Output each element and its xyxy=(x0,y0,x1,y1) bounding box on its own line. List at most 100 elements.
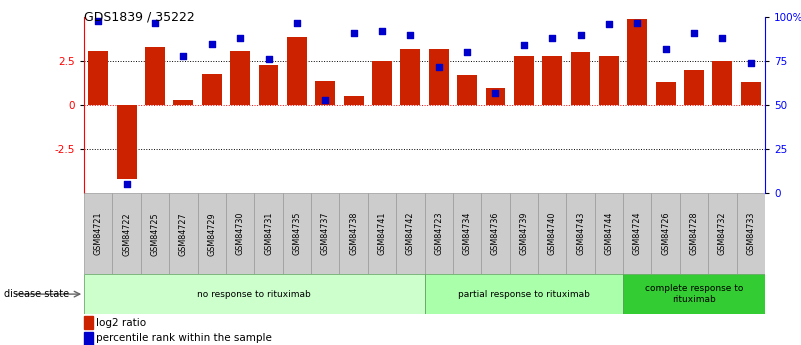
Text: GSM84732: GSM84732 xyxy=(718,212,727,256)
Bar xyxy=(396,193,425,274)
Point xyxy=(262,57,275,62)
Bar xyxy=(594,193,623,274)
Text: GSM84736: GSM84736 xyxy=(491,212,500,255)
Bar xyxy=(198,193,226,274)
Bar xyxy=(84,316,93,329)
Text: GSM84742: GSM84742 xyxy=(406,212,415,256)
Bar xyxy=(429,49,449,105)
Point xyxy=(489,90,502,96)
Text: GSM84722: GSM84722 xyxy=(123,212,131,256)
Bar xyxy=(145,47,165,105)
Bar xyxy=(316,81,335,105)
Bar xyxy=(741,82,761,105)
Bar xyxy=(84,193,112,274)
Text: GSM84741: GSM84741 xyxy=(377,212,386,255)
Bar xyxy=(599,56,619,105)
Bar xyxy=(117,105,137,179)
Text: GSM84734: GSM84734 xyxy=(463,212,472,255)
Bar xyxy=(737,193,765,274)
Bar xyxy=(84,332,93,345)
Bar xyxy=(425,193,453,274)
Bar xyxy=(542,56,562,105)
Point xyxy=(461,50,473,55)
Point xyxy=(92,18,105,23)
Point xyxy=(602,21,615,27)
Bar xyxy=(88,51,108,105)
Bar xyxy=(311,193,340,274)
Point xyxy=(433,64,445,69)
Text: GSM84731: GSM84731 xyxy=(264,212,273,255)
Bar xyxy=(425,274,623,314)
Bar xyxy=(514,56,533,105)
Text: percentile rank within the sample: percentile rank within the sample xyxy=(96,333,272,343)
Bar xyxy=(509,193,538,274)
Point xyxy=(347,30,360,36)
Bar xyxy=(287,37,307,105)
Text: GSM84724: GSM84724 xyxy=(633,212,642,256)
Point xyxy=(716,36,729,41)
Bar xyxy=(566,193,594,274)
Bar xyxy=(627,19,647,105)
Point xyxy=(120,181,133,187)
Bar xyxy=(684,70,704,105)
Bar xyxy=(453,193,481,274)
Text: GSM84728: GSM84728 xyxy=(690,212,698,256)
Bar xyxy=(254,193,283,274)
Point xyxy=(631,20,644,25)
Point xyxy=(574,32,587,38)
Point xyxy=(149,20,162,25)
Bar xyxy=(283,193,311,274)
Text: GSM84738: GSM84738 xyxy=(349,212,358,255)
Bar xyxy=(656,82,675,105)
Bar xyxy=(457,75,477,105)
Bar xyxy=(112,193,141,274)
Text: GSM84737: GSM84737 xyxy=(320,212,330,256)
Bar xyxy=(230,51,250,105)
Text: GSM84729: GSM84729 xyxy=(207,212,216,256)
Bar xyxy=(712,61,732,105)
Bar xyxy=(372,61,392,105)
Text: GSM84721: GSM84721 xyxy=(94,212,103,256)
Point xyxy=(205,41,218,47)
Text: GSM84740: GSM84740 xyxy=(548,212,557,255)
Point xyxy=(659,46,672,52)
Point xyxy=(291,20,304,25)
Text: GDS1839 / 35222: GDS1839 / 35222 xyxy=(84,10,195,23)
Text: GSM84730: GSM84730 xyxy=(235,212,244,255)
Text: GSM84727: GSM84727 xyxy=(179,212,188,256)
Bar xyxy=(169,193,198,274)
Bar xyxy=(570,52,590,105)
Point xyxy=(319,97,332,103)
Text: partial response to rituximab: partial response to rituximab xyxy=(458,289,590,299)
Bar xyxy=(485,88,505,105)
Text: GSM84733: GSM84733 xyxy=(747,212,755,255)
Bar xyxy=(226,193,255,274)
Point xyxy=(687,30,700,36)
Bar xyxy=(651,193,680,274)
Point xyxy=(376,29,388,34)
Text: complete response to
rituximab: complete response to rituximab xyxy=(645,284,743,304)
Bar xyxy=(340,193,368,274)
Point xyxy=(517,43,530,48)
Text: no response to rituximab: no response to rituximab xyxy=(197,289,312,299)
Point xyxy=(177,53,190,59)
Point xyxy=(404,32,417,38)
Bar xyxy=(368,193,396,274)
Text: disease state: disease state xyxy=(4,289,69,299)
Text: GSM84735: GSM84735 xyxy=(292,212,301,256)
Point xyxy=(234,36,247,41)
Bar xyxy=(84,274,425,314)
Bar xyxy=(259,65,279,105)
Bar xyxy=(481,193,509,274)
Text: log2 ratio: log2 ratio xyxy=(96,318,147,328)
Bar xyxy=(708,193,737,274)
Text: GSM84739: GSM84739 xyxy=(519,212,529,256)
Bar xyxy=(400,49,421,105)
Bar xyxy=(202,73,222,105)
Bar xyxy=(141,193,169,274)
Text: GSM84725: GSM84725 xyxy=(151,212,159,256)
Text: GSM84723: GSM84723 xyxy=(434,212,443,256)
Text: GSM84726: GSM84726 xyxy=(661,212,670,256)
Bar xyxy=(174,100,193,105)
Bar xyxy=(623,193,651,274)
